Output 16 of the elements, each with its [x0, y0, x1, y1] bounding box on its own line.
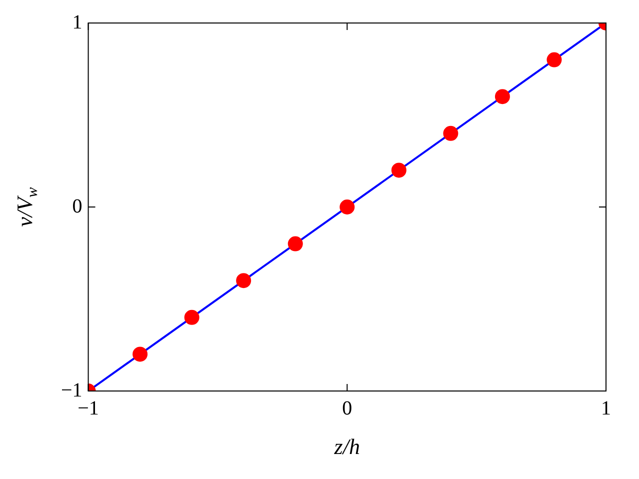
- x-axis-title: z/h: [333, 434, 360, 459]
- point: [443, 126, 458, 141]
- point: [391, 162, 406, 178]
- point: [546, 52, 562, 68]
- x-tick-label: 0: [342, 397, 352, 420]
- x-tick-label: 1: [601, 397, 611, 420]
- point: [494, 89, 510, 104]
- y-tick-label: 1: [72, 11, 82, 34]
- point: [340, 200, 355, 214]
- point: [184, 310, 200, 325]
- y-tick-label: −1: [61, 379, 82, 402]
- y-axis-title: v/Vw: [12, 186, 41, 227]
- point: [236, 273, 252, 288]
- point: [132, 346, 148, 362]
- y-tick-label: 0: [72, 195, 82, 218]
- point: [288, 236, 303, 252]
